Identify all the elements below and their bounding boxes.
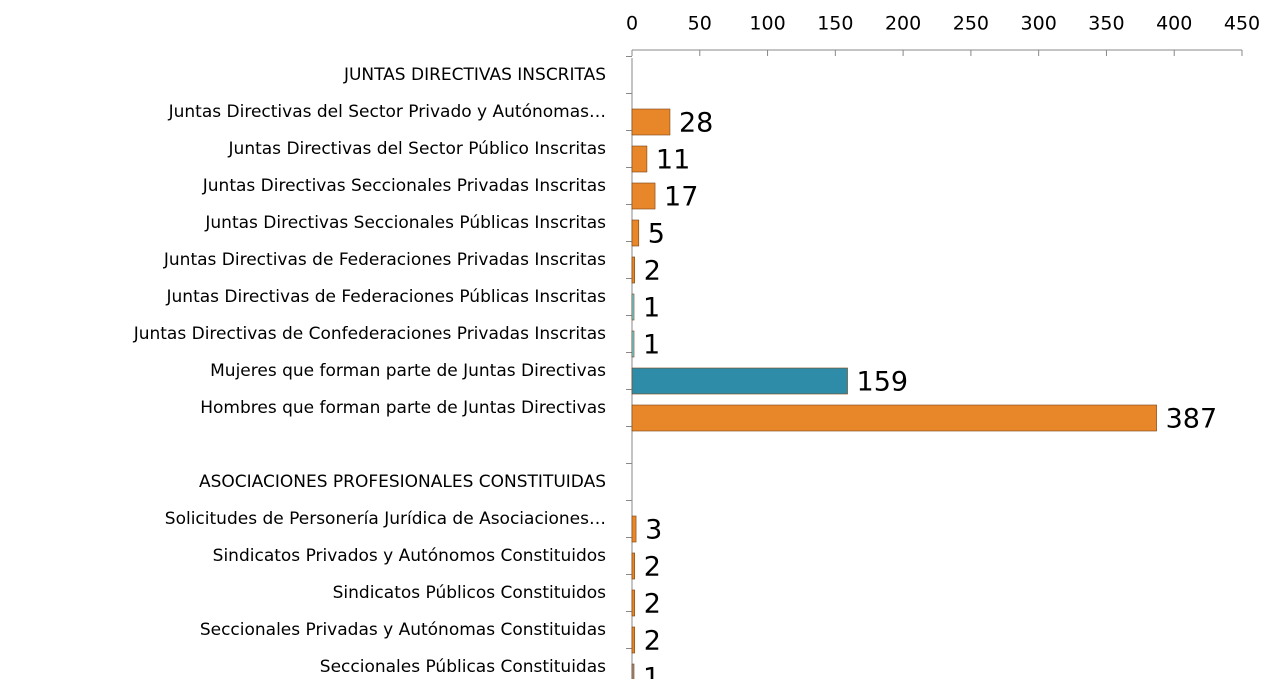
y-tick-label: Solicitudes de Personería Jurídica de As…: [165, 509, 606, 529]
x-tick-label: 300: [1021, 13, 1057, 35]
x-tick-label: 200: [885, 13, 921, 35]
value-label: 2: [644, 256, 661, 287]
y-tick-label: Juntas Directivas del Sector Privado y A…: [168, 102, 606, 122]
x-tick-label: 250: [953, 13, 989, 35]
bar: [631, 108, 671, 136]
y-tick-label: Juntas Directivas de Federaciones Públic…: [166, 287, 607, 307]
y-tick-label: Hombres que forman parte de Juntas Direc…: [200, 398, 606, 418]
y-tick-label: Sindicatos Públicos Constituidos: [333, 583, 607, 603]
value-label: 11: [656, 145, 690, 176]
x-tick-label: 150: [817, 13, 853, 35]
value-label: 1: [643, 663, 660, 679]
x-tick-label: 50: [688, 13, 712, 35]
x-tick-label: 0: [626, 13, 638, 35]
bar: [631, 404, 1157, 432]
bar: [631, 626, 636, 654]
y-tick-label: JUNTAS DIRECTIVAS INSCRITAS: [343, 65, 606, 85]
value-label: 2: [644, 589, 661, 620]
value-label: 159: [857, 367, 909, 398]
x-tick-label: 400: [1156, 13, 1192, 35]
value-label: 17: [664, 182, 698, 213]
y-tick-label: Sindicatos Privados y Autónomos Constitu…: [213, 546, 606, 566]
y-tick-label: Juntas Directivas de Confederaciones Pri…: [133, 324, 606, 344]
bar: [631, 145, 648, 173]
value-label: 5: [648, 219, 665, 250]
bar: [631, 663, 635, 679]
y-tick-label: Juntas Directivas Seccionales Privadas I…: [202, 176, 606, 196]
x-tick-label: 450: [1224, 13, 1260, 35]
y-tick-label: Juntas Directivas de Federaciones Privad…: [163, 250, 606, 270]
bar: [631, 367, 848, 395]
bar: [631, 293, 635, 321]
bar: [631, 330, 635, 358]
bar: [631, 182, 656, 210]
value-label: 1: [643, 330, 660, 361]
y-tick-label: Seccionales Privadas y Autónomas Constit…: [200, 620, 606, 640]
x-tick-label: 100: [749, 13, 785, 35]
y-tick-label: Juntas Directivas del Sector Público Ins…: [228, 139, 607, 159]
value-label: 1: [643, 293, 660, 324]
value-label: 2: [644, 552, 661, 583]
value-label: 2: [644, 626, 661, 657]
x-tick-label: 350: [1088, 13, 1124, 35]
y-tick-label: Juntas Directivas Seccionales Públicas I…: [204, 213, 606, 233]
bar: [631, 256, 636, 284]
bar: [631, 515, 637, 543]
y-tick-label: Mujeres que forman parte de Juntas Direc…: [210, 361, 606, 381]
value-label: 387: [1166, 404, 1218, 435]
value-label: 3: [645, 515, 662, 546]
bar: [631, 219, 640, 247]
y-tick-label: Seccionales Públicas Constituidas: [320, 657, 606, 677]
value-label: 28: [679, 108, 713, 139]
bar: [631, 552, 636, 580]
bar: [631, 589, 636, 617]
y-tick-label: ASOCIACIONES PROFESIONALES CONSTITUIDAS: [199, 472, 606, 492]
